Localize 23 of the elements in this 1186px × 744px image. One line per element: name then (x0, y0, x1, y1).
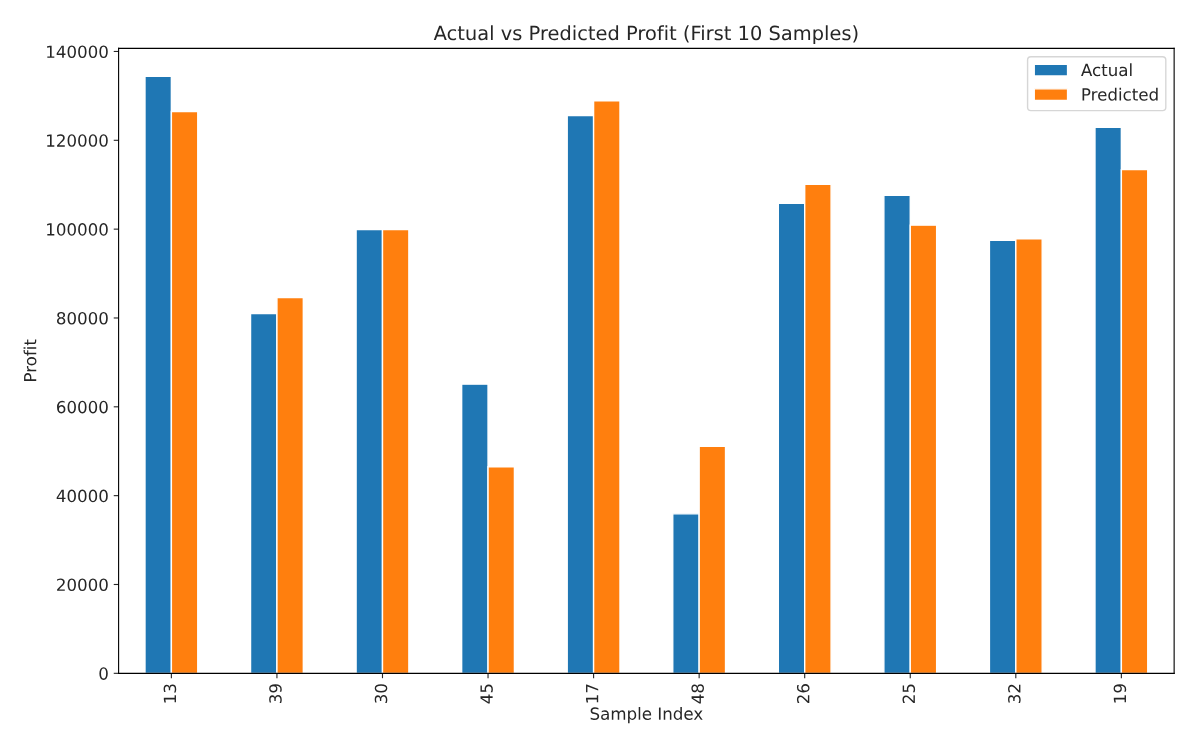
y-tick-label: 20000 (57, 578, 108, 592)
y-tick-label: 120000 (47, 134, 108, 147)
chart-title: Actual vs Predicted Profit (First 10 Samples) (433, 25, 858, 45)
x-axis-title: Sample Index (590, 707, 703, 724)
x-tick-label: 25 (902, 684, 916, 704)
x-tick-label: 26 (796, 684, 810, 704)
y-tick-label: 40000 (56, 489, 108, 503)
y-tick-label: 80000 (56, 311, 108, 325)
x-tick-label: 39 (269, 684, 282, 703)
y-tick-label: 140000 (47, 45, 108, 59)
y-tick-label: 100000 (47, 223, 108, 236)
x-tick-label: 17 (586, 684, 599, 703)
x-tick-label: 45 (480, 684, 493, 704)
legend-label: Predicted (1082, 87, 1158, 101)
x-tick-label: 32 (1008, 684, 1021, 703)
x-tick-label: 13 (163, 684, 177, 703)
x-tick-label: 19 (1113, 684, 1127, 703)
legend-label: Actual (1081, 63, 1132, 77)
x-tick-label: 30 (374, 684, 388, 703)
y-axis-title: Profit (23, 339, 37, 381)
y-tick-label: 0 (99, 667, 108, 680)
x-tick-label: 48 (691, 684, 704, 704)
y-tick-label: 60000 (57, 400, 108, 414)
